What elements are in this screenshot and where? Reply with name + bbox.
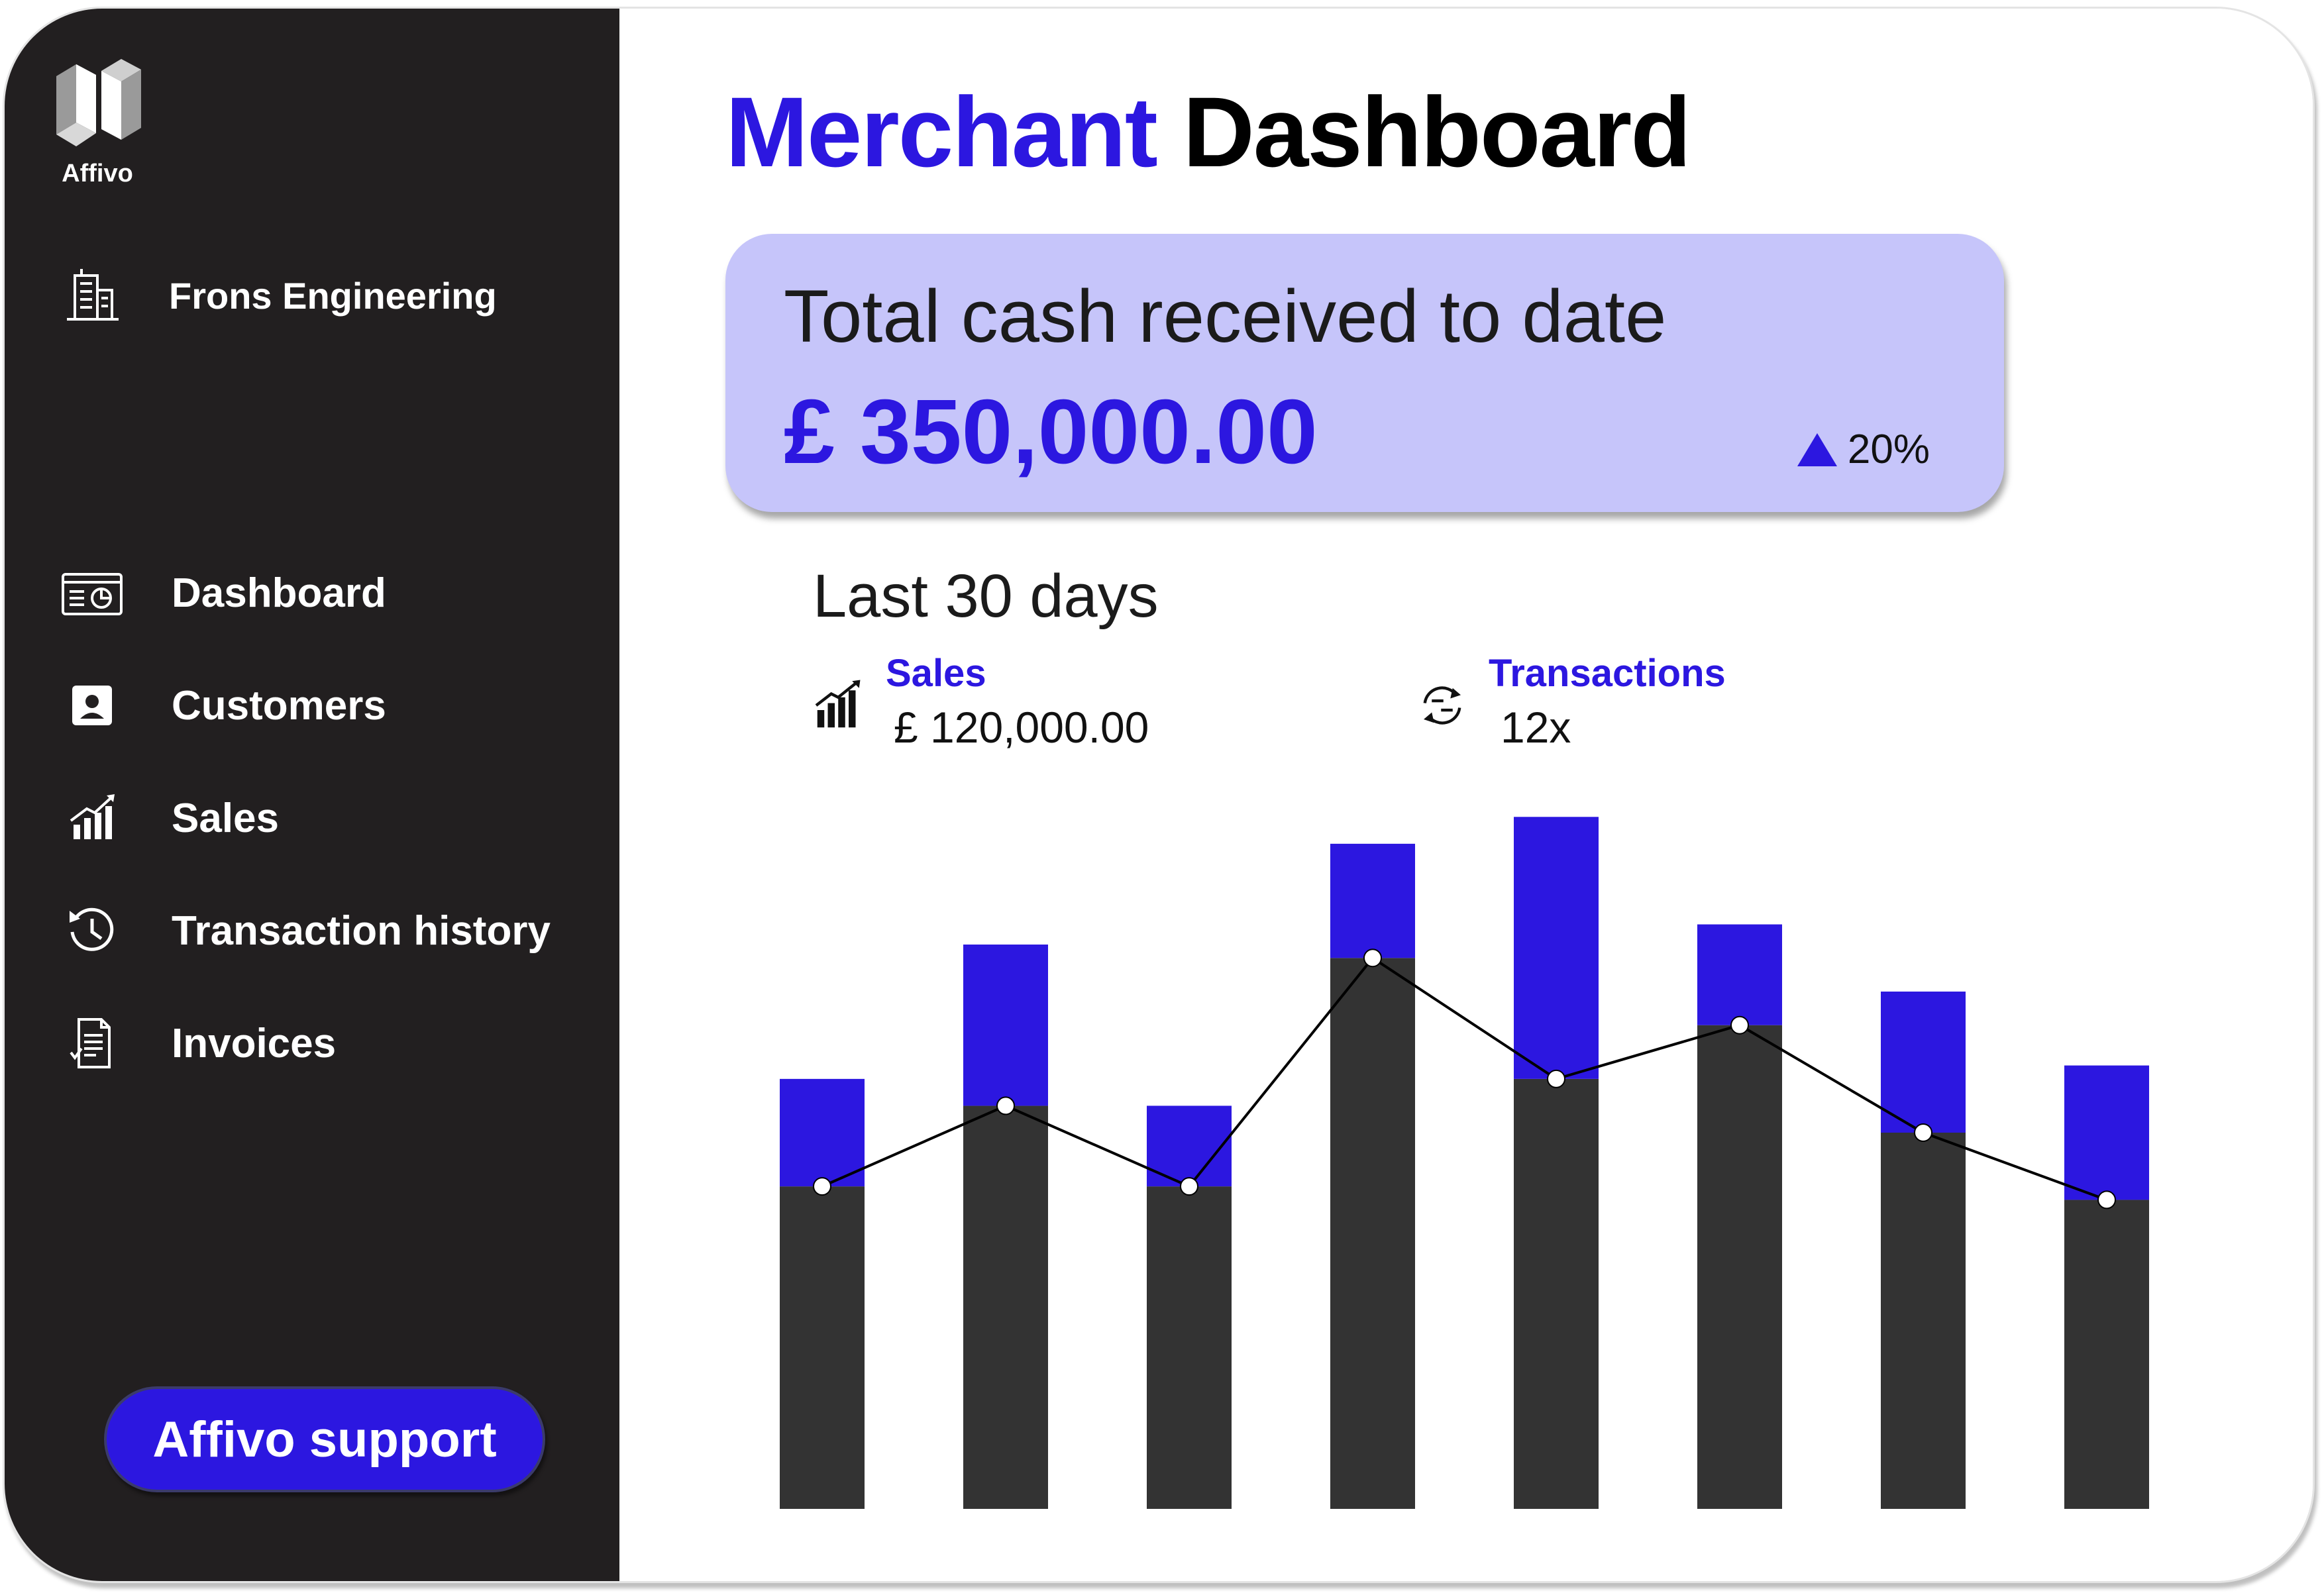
history-icon (60, 899, 124, 962)
triangle-up-icon (1797, 433, 1837, 466)
sales-chart-icon (815, 680, 861, 728)
bar-base (780, 1186, 865, 1509)
brand-name: Affivo (62, 160, 133, 187)
sidebar-item-transaction-history[interactable]: Transaction history (60, 898, 551, 964)
company-name: Frons Engineering (169, 274, 497, 317)
trend-point (1180, 1177, 1198, 1196)
building-icon (67, 269, 119, 321)
sidebar-item-dashboard[interactable]: Dashboard (60, 560, 386, 626)
sidebar-item-invoices[interactable]: Invoices (60, 1010, 336, 1076)
total-cash-card: Total cash received to date £ 350,000.00… (725, 234, 2004, 512)
sidebar-item-label: Dashboard (172, 570, 386, 616)
sidebar-item-label: Sales (172, 795, 280, 841)
change-value: 20% (1847, 427, 1930, 472)
total-cash-label: Total cash received to date (784, 275, 1667, 358)
sales-chart-icon (60, 786, 124, 850)
app-window: Affivo Frons Engineering (3, 7, 2315, 1583)
page-title: Merchant Dashboard (725, 75, 1691, 189)
trend-point (1914, 1123, 1932, 1142)
affivo-logo-icon (56, 59, 141, 146)
bar-top (963, 945, 1048, 1106)
bar-base (1881, 1133, 1966, 1509)
contact-card-icon (60, 674, 124, 737)
total-cash-value: £ 350,000.00 (784, 381, 1318, 483)
sidebar: Affivo Frons Engineering (5, 9, 619, 1581)
company-selector[interactable]: Frons Engineering (60, 264, 497, 327)
trend-point (1730, 1015, 1749, 1035)
refresh-arrows-icon (1423, 686, 1461, 725)
trend-point (1547, 1069, 1565, 1088)
bar-top (1330, 843, 1415, 958)
dashboard-icon (60, 561, 124, 625)
sales-value: £ 120,000.00 (894, 703, 1149, 752)
trend-point (813, 1177, 831, 1196)
period-label: Last 30 days (813, 562, 1159, 630)
sidebar-item-label: Transaction history (172, 907, 551, 954)
trend-point (996, 1096, 1015, 1115)
invoice-icon (60, 1011, 124, 1075)
bar-top (1514, 817, 1599, 1079)
bar-base (1697, 1025, 1782, 1509)
change-indicator: 20% (1797, 426, 1930, 473)
transactions-value: 12x (1501, 703, 1571, 752)
transactions-stat: Transactions 12x (1414, 651, 1726, 752)
sales-stat: Sales £ 120,000.00 (812, 651, 1149, 752)
bar-top (1881, 992, 1966, 1133)
bar-base (1330, 958, 1415, 1509)
support-button[interactable]: Affivo support (104, 1386, 545, 1492)
bar-top (1697, 924, 1782, 1025)
bar-base (1514, 1078, 1599, 1509)
bar-top (1147, 1105, 1232, 1187)
bar-base (1147, 1186, 1232, 1509)
bar-top (2064, 1065, 2149, 1200)
page-title-rest: Dashboard (1183, 76, 1691, 187)
bar-top (780, 1078, 865, 1187)
sidebar-item-customers[interactable]: Customers (60, 672, 386, 739)
sidebar-item-label: Customers (172, 682, 386, 729)
page-title-accent: Merchant (725, 76, 1158, 187)
sales-label: Sales (886, 652, 986, 695)
trend-point (2097, 1190, 2116, 1209)
sidebar-item-label: Invoices (172, 1020, 337, 1066)
transactions-label: Transactions (1489, 652, 1726, 695)
trend-line (821, 956, 2107, 1202)
bar-base (963, 1105, 1048, 1509)
main-content: Merchant Dashboard Total cash received t… (619, 9, 2313, 1581)
sidebar-item-sales[interactable]: Sales (60, 785, 279, 851)
bar-base (2064, 1200, 2149, 1509)
trend-point (1363, 949, 1382, 968)
